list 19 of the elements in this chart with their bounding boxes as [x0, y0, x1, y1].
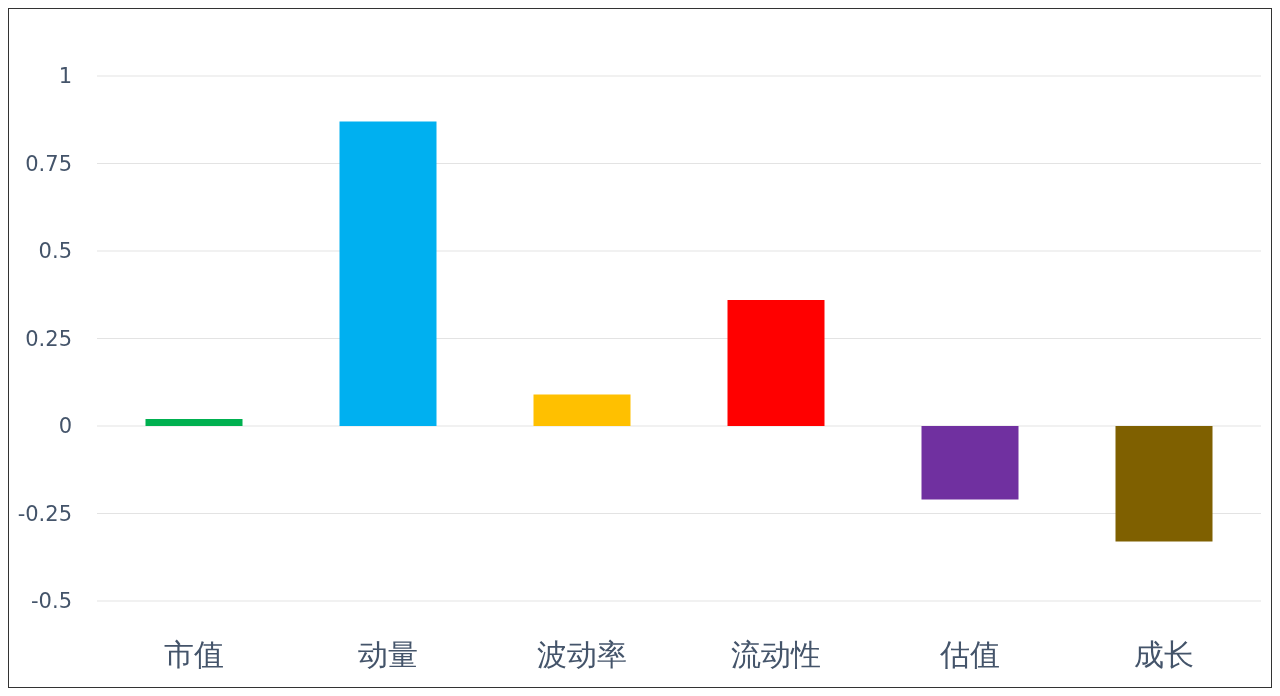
y-tick-label: 0.5	[38, 239, 72, 264]
bar	[727, 300, 825, 426]
y-tick-label: 1	[58, 64, 72, 89]
x-tick-label: 市值	[164, 637, 224, 672]
y-tick-label: 0.75	[25, 151, 72, 176]
x-tick-label: 波动率	[537, 637, 627, 672]
bar	[921, 426, 1019, 500]
y-tick-label: 0	[58, 414, 72, 439]
bar	[145, 419, 243, 426]
x-tick-label: 估值	[939, 637, 1000, 672]
bar	[533, 394, 631, 426]
bar	[339, 121, 437, 426]
y-tick-label: -0.25	[17, 501, 72, 526]
y-tick-label: -0.5	[31, 589, 72, 614]
bar	[1115, 426, 1213, 542]
x-tick-label: 成长	[1134, 637, 1194, 672]
y-tick-label: 0.25	[25, 326, 72, 351]
x-tick-label: 流动性	[731, 637, 821, 672]
x-tick-label: 动量	[358, 637, 418, 672]
